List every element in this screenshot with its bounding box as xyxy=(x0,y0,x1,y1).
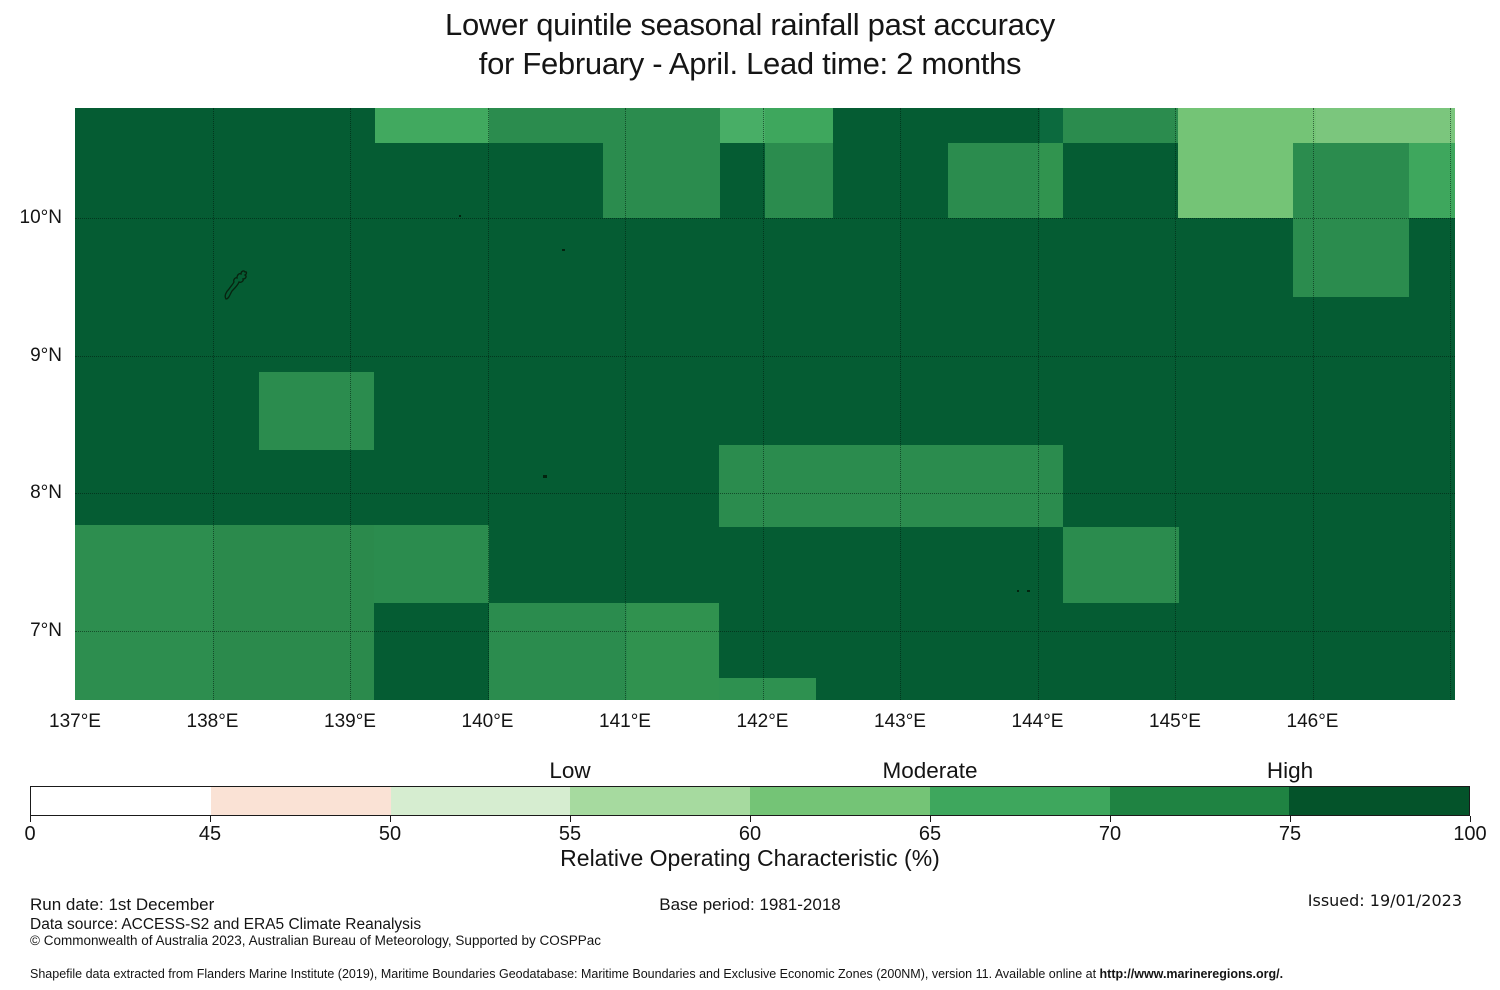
colorbar-segment xyxy=(750,787,930,815)
shapefile-attribution: Shapefile data extracted from Flanders M… xyxy=(30,967,1283,981)
colorbar-tick-mark xyxy=(1110,816,1111,822)
shapefile-note: Shapefile data extracted from Flanders M… xyxy=(30,967,1100,981)
longitude-tick-label: 141°E xyxy=(599,711,651,732)
colorbar-tick-mark xyxy=(30,816,31,822)
colorbar-tick-mark xyxy=(750,816,751,822)
colorbar-category-label: Moderate xyxy=(882,758,978,783)
colorbar-category-label: High xyxy=(1266,758,1314,783)
roc-grid-cell xyxy=(489,108,720,143)
colorbar-tick-label: 60 xyxy=(738,823,762,845)
chart-title: Lower quintile seasonal rainfall past ac… xyxy=(0,5,1500,83)
latitude-tick-label: 10°N xyxy=(19,207,62,228)
roc-grid-cell xyxy=(1040,108,1063,143)
roc-grid-cell xyxy=(1040,143,1063,218)
colorbar-segment xyxy=(1289,787,1469,815)
roc-grid-cell xyxy=(1409,143,1455,218)
graticule-line-vertical xyxy=(212,108,214,700)
longitude-tick-label: 137°E xyxy=(49,711,101,732)
island-dot xyxy=(459,215,461,217)
colorbar-tick-label: 75 xyxy=(1278,823,1302,845)
colorbar-tick-label: 100 xyxy=(1453,823,1487,845)
roc-grid-cell xyxy=(259,372,374,450)
colorbar-tick-label: 50 xyxy=(378,823,402,845)
title-line-2: for February - April. Lead time: 2 month… xyxy=(478,46,1022,81)
colorbar-segment xyxy=(210,787,391,815)
graticule-line-horizontal xyxy=(75,355,1455,357)
roc-grid-cell xyxy=(765,143,833,218)
roc-grid-cell xyxy=(627,603,719,700)
colorbar-segment xyxy=(1109,787,1290,815)
colorbar-tick-label: 55 xyxy=(558,823,582,845)
graticule-line-vertical xyxy=(487,108,489,700)
graticule-line-vertical xyxy=(900,108,901,700)
graticule-line-horizontal xyxy=(75,630,1455,632)
longitude-tick-label: 143°E xyxy=(874,711,926,732)
longitude-tick-label: 146°E xyxy=(1286,711,1339,732)
longitude-tick-label: 140°E xyxy=(461,711,514,732)
roc-grid-cell xyxy=(1316,108,1455,143)
island-dot xyxy=(543,475,547,478)
roc-grid-cell xyxy=(1063,527,1179,603)
map-plot-area xyxy=(75,108,1455,700)
roc-grid-cell xyxy=(1178,108,1316,143)
roc-grid-cell xyxy=(719,678,816,700)
colorbar-tick-mark xyxy=(1290,816,1291,822)
data-source-text: Data source: ACCESS-S2 and ERA5 Climate … xyxy=(30,916,422,933)
roc-grid-cell xyxy=(375,108,489,143)
roc-grid-cell xyxy=(1063,108,1178,143)
graticule-line-vertical xyxy=(625,108,626,700)
island-dot xyxy=(1027,590,1030,592)
roc-grid-cell xyxy=(720,108,765,143)
colorbar-tick-mark xyxy=(570,816,571,822)
island-dot xyxy=(562,249,565,251)
longitude-tick-label: 139°E xyxy=(324,711,376,732)
roc-grid-cell xyxy=(1178,143,1293,218)
graticule-line-vertical xyxy=(350,108,351,700)
graticule-line-vertical xyxy=(762,108,764,700)
roc-grid-cell xyxy=(374,525,489,603)
island-outline-yap xyxy=(224,270,248,300)
colorbar-category-label: Low xyxy=(549,758,591,783)
colorbar-tick-mark xyxy=(1470,816,1471,822)
longitude-tick-label: 144°E xyxy=(1011,711,1064,732)
latitude-tick-label: 8°N xyxy=(30,482,62,503)
roc-grid-cell xyxy=(765,108,833,143)
colorbar-tick-label: 45 xyxy=(198,823,222,845)
colorbar-segment xyxy=(390,787,571,815)
colorbar-tick-label: 70 xyxy=(1098,823,1122,845)
graticule-line-vertical xyxy=(1450,108,1451,700)
colorbar-segment xyxy=(31,787,211,815)
graticule-line-horizontal xyxy=(75,493,1455,494)
base-period-text: Base period: 1981-2018 xyxy=(659,895,841,914)
latitude-tick-label: 9°N xyxy=(30,344,62,366)
colorbar-axis-label: Relative Operating Characteristic (%) xyxy=(560,845,940,871)
latitude-tick-label: 7°N xyxy=(30,619,62,641)
colorbar-tick-mark xyxy=(930,816,931,822)
roc-grid-cell xyxy=(603,143,720,218)
colorbar-tick-label: 65 xyxy=(918,823,942,845)
shapefile-url: http://www.marineregions.org/. xyxy=(1099,967,1284,981)
graticule-line-horizontal xyxy=(75,218,1455,219)
roc-grid-cell xyxy=(719,445,1063,527)
title-line-1: Lower quintile seasonal rainfall past ac… xyxy=(445,7,1055,42)
copyright-text: © Commonwealth of Australia 2023, Austra… xyxy=(30,933,602,948)
colorbar-tick-mark xyxy=(390,816,391,822)
colorbar-segment xyxy=(929,787,1110,815)
longitude-tick-label: 138°E xyxy=(186,711,239,732)
colorbar xyxy=(30,786,1470,816)
roc-grid-cell xyxy=(213,525,374,700)
longitude-tick-label: 142°E xyxy=(736,711,789,732)
colorbar-segment xyxy=(570,787,750,815)
roc-grid-cell xyxy=(1293,143,1409,297)
run-date-text: Run date: 1st December xyxy=(30,895,215,914)
issued-date-text: Issued: 19/01/2023 xyxy=(1307,891,1462,910)
graticule-line-vertical xyxy=(1312,108,1314,700)
colorbar-tick-mark xyxy=(210,816,211,822)
graticule-line-vertical xyxy=(1175,108,1176,700)
longitude-tick-label: 145°E xyxy=(1149,711,1201,732)
colorbar-tick-label: 0 xyxy=(24,823,36,845)
island-dot xyxy=(1017,590,1019,592)
graticule-line-vertical xyxy=(1037,108,1039,700)
